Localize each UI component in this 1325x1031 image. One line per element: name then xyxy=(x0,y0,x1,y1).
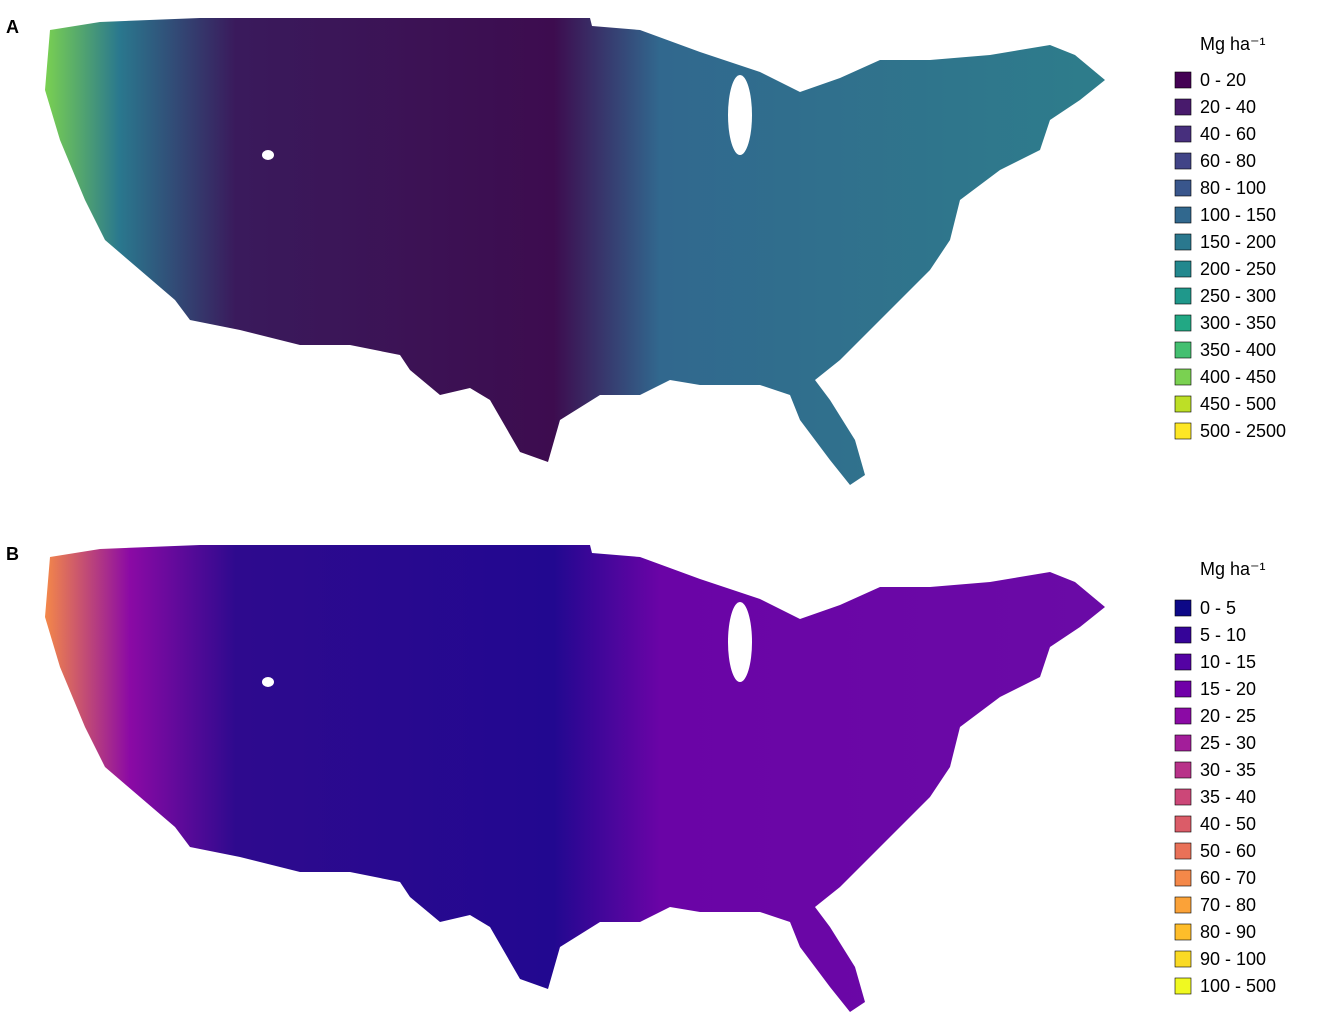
legend-label: 25 - 30 xyxy=(1200,733,1256,753)
legend-label: 100 - 150 xyxy=(1200,205,1276,225)
map-shape xyxy=(45,18,1105,485)
legend-swatch xyxy=(1174,923,1192,941)
legend-swatch xyxy=(1174,788,1192,806)
legend-swatch xyxy=(1174,422,1192,440)
legend-label: 80 - 100 xyxy=(1200,178,1266,198)
legend-swatch xyxy=(1174,287,1192,305)
legend-label: 10 - 15 xyxy=(1200,652,1256,672)
legend-swatch xyxy=(1174,125,1192,143)
legend-label: 80 - 90 xyxy=(1200,922,1256,942)
legend-label: 30 - 35 xyxy=(1200,760,1256,780)
lake xyxy=(728,602,752,682)
legend-label: 100 - 500 xyxy=(1200,976,1276,996)
legend-swatch xyxy=(1174,314,1192,332)
legend-label: 0 - 5 xyxy=(1200,598,1236,618)
panel-label: A xyxy=(6,17,19,37)
legend-swatch xyxy=(1174,626,1192,644)
legend-swatch xyxy=(1174,815,1192,833)
legend-swatch xyxy=(1174,179,1192,197)
legend-label: 15 - 20 xyxy=(1200,679,1256,699)
legend-label: 35 - 40 xyxy=(1200,787,1256,807)
legend-label: 40 - 50 xyxy=(1200,814,1256,834)
legend-label: 60 - 80 xyxy=(1200,151,1256,171)
legend-swatch xyxy=(1174,680,1192,698)
legend-swatch xyxy=(1174,233,1192,251)
legend-swatch xyxy=(1174,734,1192,752)
legend-title: Mg ha⁻¹ xyxy=(1200,559,1266,579)
legend-swatch xyxy=(1174,842,1192,860)
legend-label: 40 - 60 xyxy=(1200,124,1256,144)
legend-title: Mg ha⁻¹ xyxy=(1200,34,1266,54)
legend-label: 450 - 500 xyxy=(1200,394,1276,414)
legend-swatch xyxy=(1174,977,1192,995)
legend-swatch xyxy=(1174,761,1192,779)
legend-label: 20 - 40 xyxy=(1200,97,1256,117)
legend-label: 70 - 80 xyxy=(1200,895,1256,915)
legend-label: 400 - 450 xyxy=(1200,367,1276,387)
legend-swatch xyxy=(1174,950,1192,968)
legend-swatch xyxy=(1174,395,1192,413)
legend-swatch xyxy=(1174,599,1192,617)
legend-label: 300 - 350 xyxy=(1200,313,1276,333)
legend-label: 200 - 250 xyxy=(1200,259,1276,279)
map-shape xyxy=(45,545,1105,1012)
legend-swatch xyxy=(1174,152,1192,170)
legend-label: 250 - 300 xyxy=(1200,286,1276,306)
legend-swatch xyxy=(1174,707,1192,725)
legend-swatch xyxy=(1174,260,1192,278)
map-a xyxy=(45,18,1105,485)
legend-swatch xyxy=(1174,896,1192,914)
legend-label: 90 - 100 xyxy=(1200,949,1266,969)
legend-label: 20 - 25 xyxy=(1200,706,1256,726)
panel-label: B xyxy=(6,544,19,564)
map-b xyxy=(45,545,1105,1012)
legend-label: 60 - 70 xyxy=(1200,868,1256,888)
legend-label: 150 - 200 xyxy=(1200,232,1276,252)
legend-swatch xyxy=(1174,98,1192,116)
lake xyxy=(262,677,274,687)
lake xyxy=(728,75,752,155)
legend-swatch xyxy=(1174,341,1192,359)
lake xyxy=(262,150,274,160)
legend-label: 350 - 400 xyxy=(1200,340,1276,360)
legend-swatch xyxy=(1174,368,1192,386)
legend-label: 50 - 60 xyxy=(1200,841,1256,861)
legend-swatch xyxy=(1174,206,1192,224)
legend-swatch xyxy=(1174,869,1192,887)
legend-label: 0 - 20 xyxy=(1200,70,1246,90)
legend-swatch xyxy=(1174,653,1192,671)
legend-label: 500 - 2500 xyxy=(1200,421,1286,441)
legend-swatch xyxy=(1174,71,1192,89)
legend-label: 5 - 10 xyxy=(1200,625,1246,645)
